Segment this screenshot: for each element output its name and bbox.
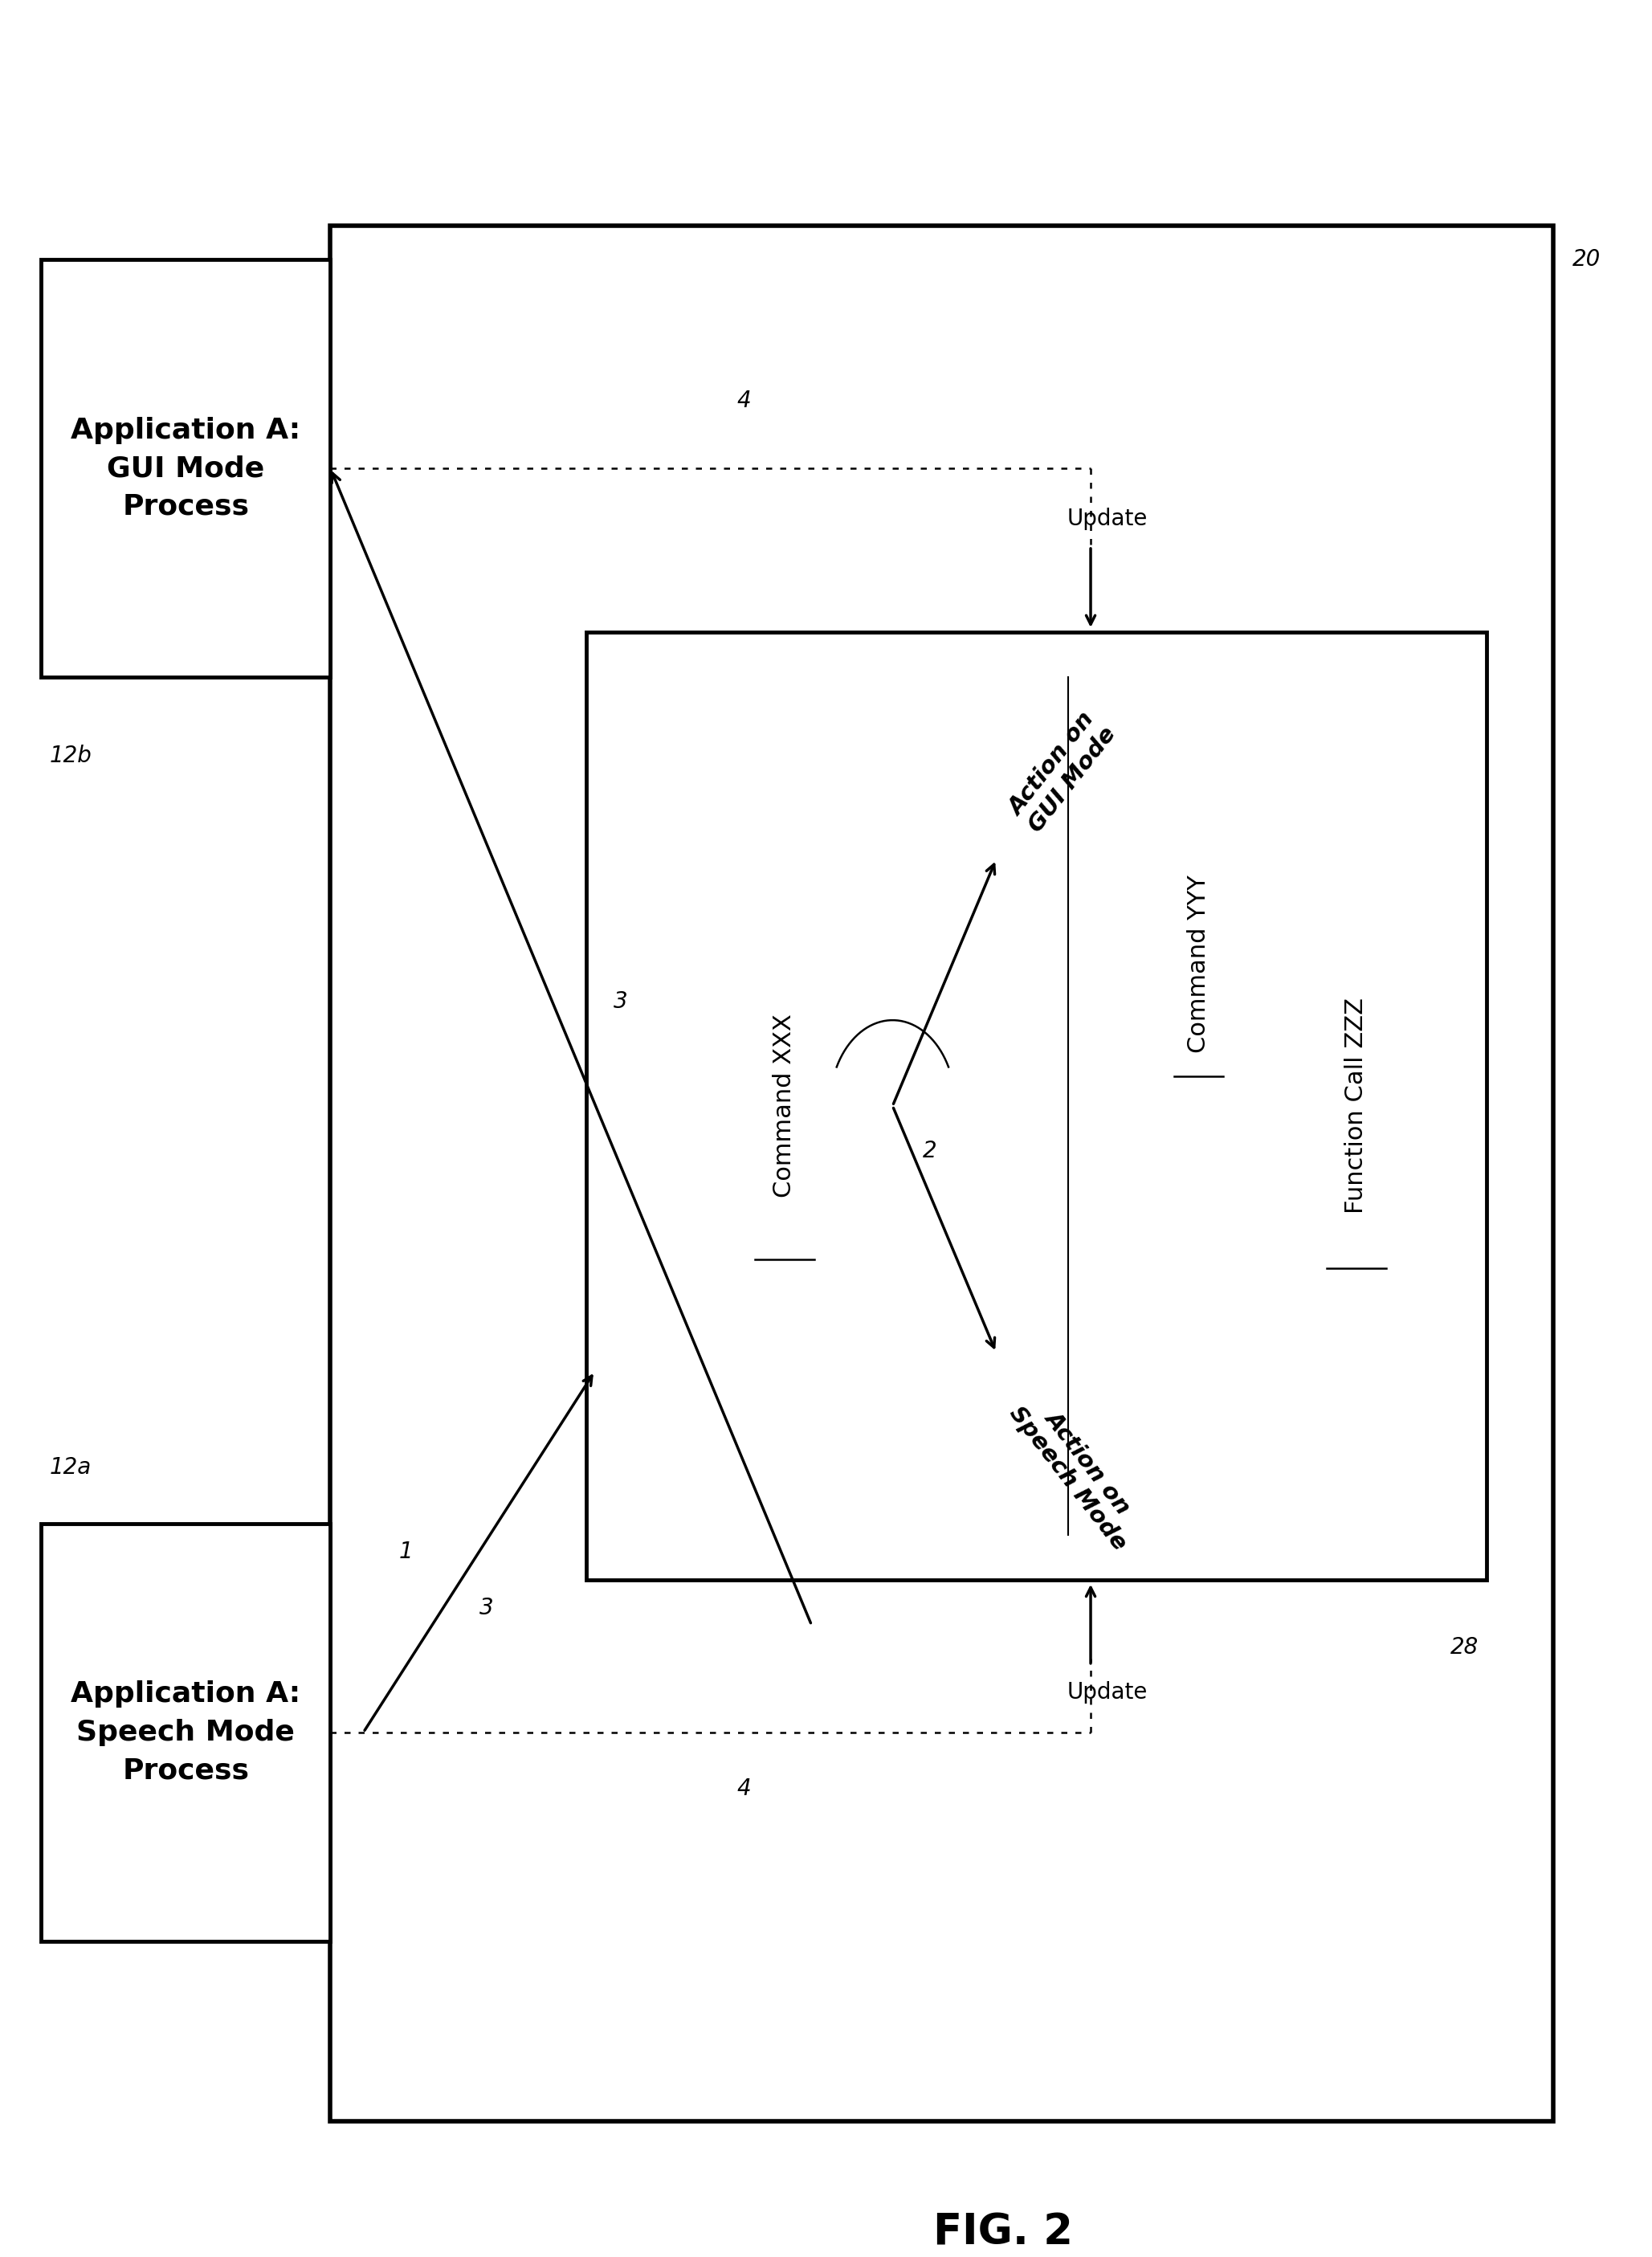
- Text: 28: 28: [1450, 1636, 1479, 1659]
- Text: Application A:
GUI Mode
Process: Application A: GUI Mode Process: [71, 418, 301, 519]
- Text: Command YYY: Command YYY: [1188, 876, 1211, 1052]
- Text: Application A:
Speech Mode
Process: Application A: Speech Mode Process: [71, 1681, 301, 1783]
- Text: 4: 4: [737, 390, 750, 411]
- Bar: [330, 226, 1553, 2122]
- Text: Action on
GUI Mode: Action on GUI Mode: [1004, 706, 1120, 837]
- Text: 12a: 12a: [50, 1456, 91, 1478]
- Text: Update: Update: [1067, 1681, 1148, 1704]
- Text: 1: 1: [398, 1542, 413, 1564]
- Text: FIG. 2: FIG. 2: [933, 2212, 1072, 2255]
- Text: 3: 3: [479, 1598, 494, 1621]
- Bar: [41, 1523, 330, 1941]
- Text: Update: Update: [1067, 508, 1148, 530]
- Text: Action on
Speech Mode: Action on Speech Mode: [1004, 1386, 1151, 1555]
- Text: Function Call ZZZ: Function Call ZZZ: [1345, 998, 1368, 1214]
- Text: 12b: 12b: [50, 745, 93, 767]
- Text: 4: 4: [737, 1779, 750, 1799]
- Text: 20: 20: [1573, 248, 1601, 271]
- Text: Command XXX: Command XXX: [773, 1013, 796, 1198]
- Bar: [586, 632, 1487, 1580]
- Text: 2: 2: [922, 1140, 937, 1162]
- Bar: [41, 260, 330, 677]
- Text: 3: 3: [613, 991, 628, 1013]
